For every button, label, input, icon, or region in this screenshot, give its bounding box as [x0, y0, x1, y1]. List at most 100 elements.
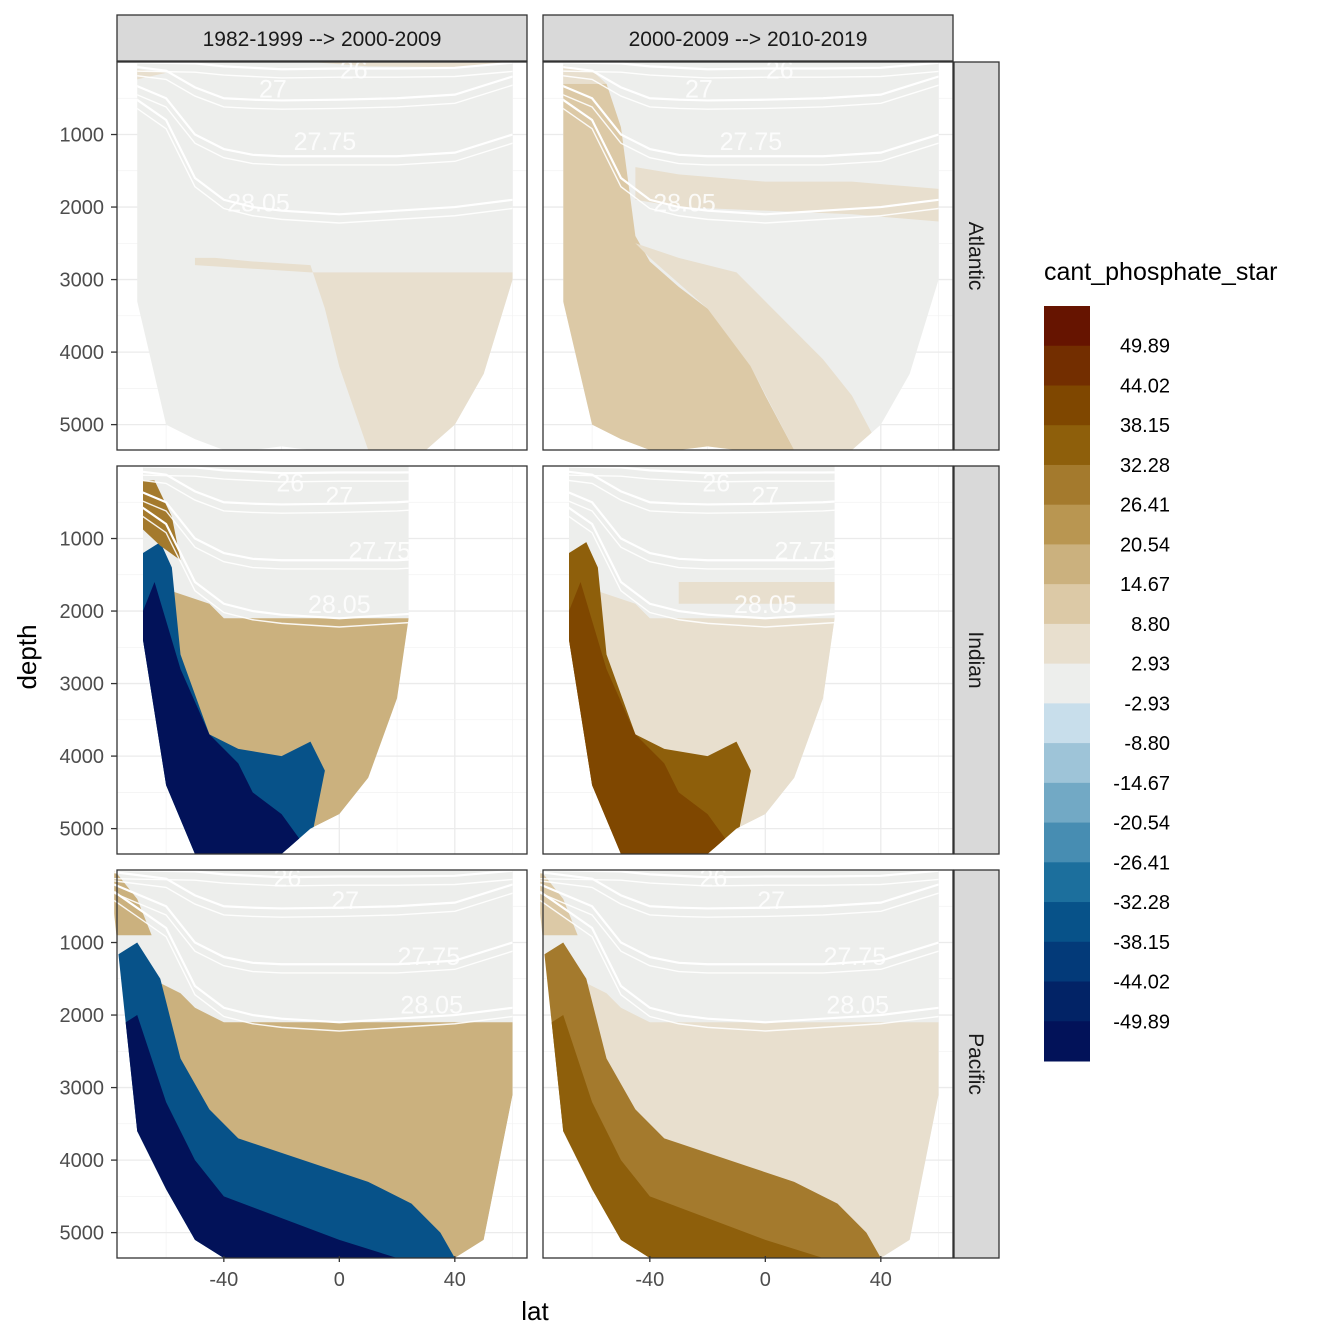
y-tick-label: 1000	[60, 529, 105, 551]
legend-break-label: 2.93	[1131, 654, 1170, 676]
strip-label: 2000-2009 --> 2010-2019	[629, 28, 868, 51]
legend-color-step	[1044, 464, 1090, 506]
isopycnal-contour	[114, 892, 513, 974]
contour-label: 27.75	[398, 943, 461, 971]
x-tick-label: 40	[870, 1269, 892, 1291]
isopycnal-contour	[568, 495, 835, 628]
legend-color-step	[1044, 743, 1090, 784]
panel-pacific-2: 26 27 27.75 28.05	[540, 865, 954, 1259]
legend-color-step	[1044, 623, 1090, 665]
legend-color-step	[1044, 703, 1090, 744]
strip-background	[953, 61, 1000, 451]
y-tick-label: 4000	[60, 1150, 105, 1172]
isopycnal-contour	[568, 467, 835, 506]
x-axis-title: lat	[521, 1296, 549, 1326]
legend-break-label: 38.15	[1120, 415, 1170, 437]
contour-label: 27	[751, 482, 779, 510]
legend-color-step	[1044, 504, 1090, 545]
legend-break-label: 49.89	[1120, 336, 1170, 358]
legend-color-step	[1044, 902, 1090, 943]
y-tick-label: 1000	[60, 933, 105, 955]
contour-label: 26	[273, 865, 301, 893]
contour-label: 28.05	[734, 591, 797, 619]
field-region	[540, 1015, 824, 1258]
x-tick-label: -40	[635, 1269, 664, 1291]
strip-background	[116, 14, 528, 62]
panel-pacific-1: 26 27 27.75 28.05	[114, 865, 528, 1259]
isopycnal-contour	[568, 474, 835, 483]
isopycnal-contour	[142, 495, 409, 628]
legend-color-step	[1044, 385, 1090, 426]
strip-row-indian: Indian	[953, 465, 1000, 855]
contour-label: 28.05	[308, 591, 371, 619]
field-region	[540, 870, 578, 936]
contour-label: 27	[757, 887, 785, 915]
isopycnal-contour	[137, 82, 513, 216]
isopycnal-contour	[563, 82, 939, 216]
panel-indian-1: 26 27 27.75 28.05	[116, 465, 528, 855]
legend-color-step	[1044, 544, 1090, 585]
isopycnal-contour	[142, 476, 409, 514]
isopycnal-contour	[137, 75, 513, 158]
isopycnal-contour	[568, 479, 835, 562]
x-tick-label: 0	[760, 1269, 771, 1291]
contour-label: 26	[702, 469, 730, 497]
isopycnal-contour	[114, 880, 513, 918]
y-tick-label: 5000	[60, 1223, 105, 1245]
legend-break-label: -14.67	[1113, 773, 1170, 795]
strip-label: 1982-1999 --> 2000-2009	[203, 28, 442, 51]
facet-strips: 1982-1999 --> 2000-2009 2000-2009 --> 201…	[116, 14, 1000, 1259]
legend-color-step	[1044, 941, 1090, 983]
field-region	[568, 582, 737, 854]
isopycnal-contour	[563, 62, 939, 71]
contour-label: 27	[331, 887, 359, 915]
isopycnal-contour	[142, 474, 409, 483]
strip-row-pacific: Pacific	[953, 869, 1000, 1259]
contour-label: 27	[685, 76, 713, 104]
isopycnal-contour	[137, 62, 513, 71]
isopycnal-contour	[114, 870, 513, 879]
isopycnal-contour	[563, 84, 939, 166]
panel-border	[542, 61, 954, 451]
isopycnal-contour	[137, 91, 513, 224]
isopycnal-contour	[563, 75, 939, 158]
isopycnal-contour	[137, 84, 513, 166]
contour-label: 27.75	[348, 538, 411, 566]
y-tick-label: 3000	[60, 270, 105, 292]
contour-label: 28.05	[826, 992, 889, 1020]
isopycnal-contour	[568, 466, 835, 475]
isopycnal-contour	[142, 479, 409, 562]
legend-break-label: -38.15	[1113, 932, 1170, 954]
contour-label: 28.05	[400, 992, 463, 1020]
legend: cant_phosphate_star 49.89 44.02 38.15 32.28…	[1044, 258, 1278, 1062]
strip-background	[953, 869, 1000, 1259]
isopycnal-contour	[142, 467, 409, 506]
legend-color-step	[1044, 663, 1090, 704]
panel-border	[542, 465, 954, 855]
isopycnal-contour	[114, 871, 513, 910]
strip-label: Indian	[964, 631, 987, 688]
section-field: 26 27 27.75 28.05	[568, 466, 837, 854]
contour-label: 27.75	[774, 538, 837, 566]
field-region	[194, 257, 513, 450]
legend-break-label: -32.28	[1113, 892, 1170, 914]
contour-label: 27	[325, 482, 353, 510]
contour-label: 27.75	[720, 128, 783, 156]
y-tick-label: 5000	[60, 819, 105, 841]
field-region	[577, 978, 939, 1258]
isopycnal-contour	[568, 488, 835, 570]
contour-label: 26	[699, 865, 727, 893]
isopycnal-contour	[540, 899, 939, 1032]
legend-break-label: -2.93	[1124, 693, 1170, 715]
legend-color-step	[1044, 862, 1090, 903]
isopycnal-contour	[563, 70, 939, 79]
field-region	[151, 978, 513, 1258]
strip-column-1: 1982-1999 --> 2000-2009	[116, 14, 528, 62]
isopycnal-contour	[540, 878, 939, 887]
legend-color-step	[1044, 1021, 1090, 1062]
isopycnal-contour	[114, 883, 513, 966]
